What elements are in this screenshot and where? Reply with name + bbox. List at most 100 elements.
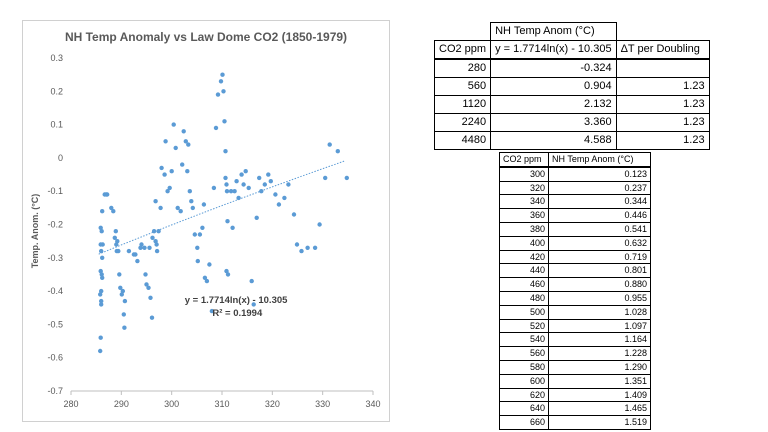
y-tick-label: -0.3 <box>47 253 63 263</box>
table-cell: 1.290 <box>548 359 651 375</box>
table-cell: 0.632 <box>548 235 651 251</box>
table-row: 320 0.237 <box>499 180 651 196</box>
table-cell: 660 <box>499 415 549 430</box>
data-point <box>246 185 251 191</box>
data-point <box>120 288 126 294</box>
data-point <box>215 92 221 97</box>
data-point <box>98 225 103 230</box>
data-point <box>100 255 105 260</box>
table-header-cell: NH Temp Anom (°C) <box>548 151 651 168</box>
data-point <box>221 89 226 94</box>
y-tick-label: 0.3 <box>50 53 63 63</box>
data-point <box>167 185 172 191</box>
doubling-table: NH Temp Anom (°C) CO2 ppm y = 1.7714ln(x… <box>433 22 710 150</box>
table-cell: 560 <box>499 346 549 361</box>
table-cell: -0.324 <box>490 58 617 78</box>
data-point <box>147 245 152 250</box>
table-row: 460 0.880 <box>499 277 651 292</box>
x-tick-label: 310 <box>214 399 229 409</box>
data-point <box>187 189 192 194</box>
table-cell: 2.132 <box>490 95 617 114</box>
table-row: 640 1.465 <box>499 401 651 417</box>
data-point <box>305 245 310 250</box>
data-point <box>175 205 180 211</box>
data-point <box>232 189 237 194</box>
data-point <box>228 189 234 194</box>
data-point <box>121 312 127 317</box>
data-point <box>162 172 167 177</box>
data-point <box>323 175 328 181</box>
table-cell: 0.955 <box>548 290 651 306</box>
data-point <box>335 149 340 154</box>
data-point <box>158 205 163 211</box>
data-point <box>178 209 183 214</box>
data-point <box>100 209 105 214</box>
scatter-plot: -0.7 -0.6 -0.5 -0.4 -0.3 -0.2 -0.1 0 0.1 0.2 0.3 28… <box>47 53 380 409</box>
y-tick-label: -0.7 <box>47 386 63 396</box>
table-cell: 300 <box>499 166 549 182</box>
data-point <box>100 275 105 280</box>
table-row: 520 1.097 <box>499 318 651 334</box>
table-row: 400 0.632 <box>499 235 651 251</box>
data-point <box>190 205 195 211</box>
data-point <box>291 212 297 217</box>
data-point <box>135 258 140 264</box>
data-point <box>213 125 219 131</box>
table-row: 580 1.290 <box>499 359 651 375</box>
table-cell: 280 <box>433 58 492 78</box>
data-point <box>118 285 123 290</box>
data-point <box>230 225 235 230</box>
table-cell: 1120 <box>433 95 492 114</box>
data-point <box>126 248 132 254</box>
data-point <box>122 298 128 304</box>
data-point <box>98 292 103 297</box>
table-row: 540 1.164 <box>499 332 651 348</box>
data-point <box>99 298 104 304</box>
data-point <box>195 258 200 264</box>
data-point <box>159 165 164 171</box>
table-cell: 640 <box>499 401 549 417</box>
table-cell: 1.23 <box>615 113 710 132</box>
y-tick-label: 0 <box>58 153 63 163</box>
data-point <box>112 235 118 240</box>
x-tick-label: 300 <box>164 399 179 409</box>
projection-table: CO2 ppm NH Temp Anom (°C) 300 0.123 320 0.2… <box>499 151 651 430</box>
y-tick-label: -0.2 <box>47 220 63 230</box>
data-point <box>344 175 349 181</box>
table-cell: 0.904 <box>490 77 617 96</box>
data-point <box>154 242 159 247</box>
data-point <box>183 139 188 144</box>
table-cell: 1.23 <box>615 95 710 114</box>
data-point <box>146 285 151 290</box>
data-point <box>114 248 120 254</box>
table-row: 440 0.801 <box>499 263 651 279</box>
table-cell: 420 <box>499 249 549 265</box>
table-header-cell: y = 1.7714ln(x) - 10.305 <box>490 40 617 60</box>
table-cell: 1.519 <box>548 415 651 430</box>
table-cell: 1.23 <box>615 77 710 96</box>
data-point <box>299 248 304 254</box>
y-tick-label: 0.1 <box>50 120 63 130</box>
table-cell: 520 <box>499 318 549 334</box>
table-cell: 4.588 <box>490 131 617 150</box>
data-point <box>153 239 158 244</box>
data-point <box>138 245 143 250</box>
data-point <box>209 308 215 314</box>
table-row: 380 0.541 <box>499 221 651 237</box>
data-point <box>223 175 228 181</box>
table-header-row: CO2 ppm NH Temp Anom (°C) <box>499 151 651 168</box>
data-point <box>254 215 259 220</box>
data-point <box>312 245 318 250</box>
data-point <box>223 149 228 154</box>
data-point <box>225 219 230 224</box>
trendline <box>98 160 346 255</box>
data-point <box>99 229 104 234</box>
data-point <box>259 189 264 194</box>
data-point <box>276 202 282 207</box>
data-point <box>98 335 103 340</box>
data-point <box>195 245 200 250</box>
table-cell: 4480 <box>433 131 492 150</box>
table-cell: 2240 <box>433 113 492 132</box>
table-cell: 600 <box>499 373 549 389</box>
table-cell: 360 <box>499 208 549 223</box>
